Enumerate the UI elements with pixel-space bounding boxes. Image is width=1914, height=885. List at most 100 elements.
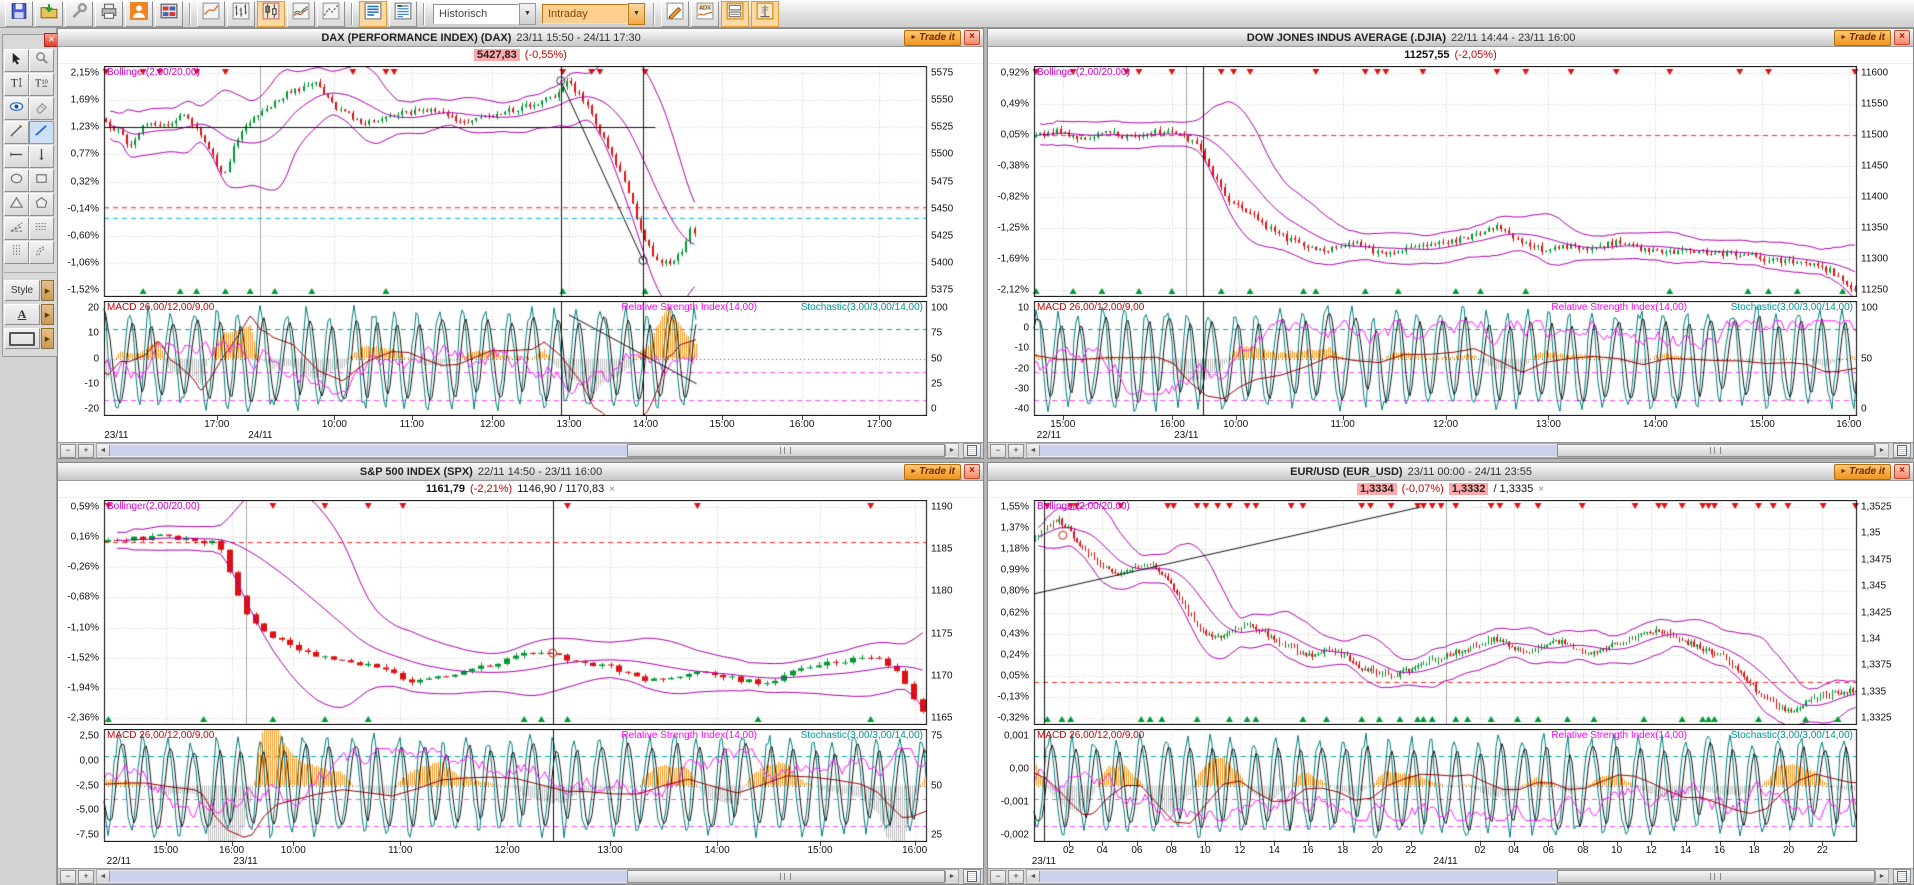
zoom-out-button[interactable]: − <box>60 869 76 884</box>
font-style-dropdown-arrow[interactable]: ▶ <box>41 304 54 325</box>
scroll-thumb[interactable] <box>626 870 945 883</box>
scroll-track[interactable] <box>1040 445 1557 456</box>
panel-titlebar[interactable]: DOW JONES INDUS AVERAGE (.DJIA) 22/11 14:… <box>988 29 1913 47</box>
panel-close-button[interactable]: × <box>1894 464 1910 479</box>
line-style-dropdown-arrow[interactable]: ▶ <box>41 328 54 349</box>
vertical-line-tool[interactable] <box>29 145 54 168</box>
polygon-tool[interactable] <box>29 193 54 216</box>
draw-pencil-button[interactable] <box>661 0 689 27</box>
style-dropdown-arrow[interactable]: ▶ <box>41 280 54 301</box>
show-hide-tool[interactable] <box>4 97 29 120</box>
quote-list-button[interactable] <box>359 0 387 27</box>
main-chart[interactable]: Bollinger(2,00/20,00) 2,15% 1,69% 1,23% 0,77… <box>58 66 983 297</box>
history-mode-dropdown[interactable]: Historisch ▼ <box>433 2 536 25</box>
zoom-tool[interactable] <box>29 49 54 72</box>
indicator-window-button[interactable] <box>721 0 749 27</box>
scroll-left-arrow-icon[interactable]: ◄ <box>97 871 110 882</box>
trade-it-button[interactable]: ► Trade it <box>904 29 961 46</box>
trade-it-button[interactable]: ► Trade it <box>904 463 961 480</box>
scroll-left-arrow-icon[interactable]: ◄ <box>1027 445 1040 456</box>
user-account-button[interactable] <box>125 0 153 27</box>
eraser-tool[interactable] <box>29 97 54 120</box>
panel-close-button[interactable]: × <box>964 30 980 45</box>
trade-it-button[interactable]: ► Trade it <box>1834 463 1891 480</box>
wrench-settings-button[interactable] <box>65 0 93 27</box>
zoom-out-button[interactable]: − <box>990 869 1006 884</box>
indicator-chart[interactable]: MACD 26,00/12,00/9,00 Stochastic(3,00/3,0… <box>988 729 1913 842</box>
print-button[interactable] <box>95 0 123 27</box>
triangle-tool[interactable] <box>4 193 29 216</box>
window-layout-button[interactable] <box>155 0 183 27</box>
panel-titlebar[interactable]: S&P 500 INDEX (SPX) 22/11 14:50 - 23/11 1… <box>58 463 983 481</box>
save-button[interactable] <box>5 0 33 27</box>
indicator-chart[interactable]: MACD 26,00/12,00/9,00 Stochastic(3,00/3,0… <box>58 729 983 842</box>
scroll-right-arrow-icon[interactable]: ► <box>945 871 958 882</box>
dotted-line-chart-button[interactable] <box>317 0 345 27</box>
scroll-thumb[interactable] <box>626 444 945 457</box>
main-chart[interactable]: Bollinger(2,00/20,00) 0,59% 0,16% -0,26% -0,… <box>58 500 983 725</box>
rectangle-tool[interactable] <box>29 169 54 192</box>
indicator-chart[interactable]: MACD 26,00/12,00/9,00 Stochastic(3,00/3,0… <box>988 301 1913 416</box>
chart-zone[interactable]: Bollinger(2,00/20,00) 2,15% 1,69% 1,23% 0,77… <box>58 64 983 416</box>
axis-settings-button[interactable] <box>751 0 779 27</box>
text-callout-tool[interactable]: T 10 <box>29 73 54 96</box>
scroll-right-arrow-icon[interactable]: ► <box>1875 445 1888 456</box>
zoom-in-button[interactable]: + <box>1008 443 1024 458</box>
trade-it-button[interactable]: ► Trade it <box>1834 29 1891 46</box>
data-table-button[interactable] <box>963 443 981 458</box>
scroll-left-arrow-icon[interactable]: ◄ <box>97 445 110 456</box>
line-chart-button[interactable] <box>197 0 225 27</box>
panel-close-button[interactable]: × <box>964 464 980 479</box>
cursor-tool[interactable] <box>4 49 29 72</box>
text-tool[interactable]: T <box>4 73 29 96</box>
horizontal-scrollbar[interactable]: ◄ ► <box>1026 443 1889 458</box>
adx-indicator-button[interactable]: ADX <box>691 0 719 27</box>
pencil-line-tool[interactable] <box>4 121 29 144</box>
chart-zone[interactable]: Bollinger(2,00/20,00) 1,55% 1,37% 1,18% 0,99… <box>988 498 1913 842</box>
indicator-chart[interactable]: MACD 26,00/12,00/9,00 Stochastic(3,00/3,0… <box>58 301 983 416</box>
data-table-button[interactable] <box>963 869 981 884</box>
candlestick-chart-button[interactable] <box>257 0 285 27</box>
chevron-down-icon[interactable]: ▼ <box>628 2 645 25</box>
ohlc-bar-chart-button[interactable] <box>227 0 255 27</box>
zoom-in-button[interactable]: + <box>1008 869 1024 884</box>
zoom-out-button[interactable]: − <box>990 443 1006 458</box>
chart-zone[interactable]: Bollinger(2,00/20,00) 0,59% 0,16% -0,26% -0,… <box>58 498 983 842</box>
scroll-track[interactable] <box>1040 871 1557 882</box>
quote-list-alt-button[interactable] <box>389 0 417 27</box>
scroll-track[interactable] <box>110 445 627 456</box>
panel-titlebar[interactable]: DAX (PERFORMANCE INDEX) (DAX) 23/11 15:50… <box>58 29 983 47</box>
panel-titlebar[interactable]: EUR/USD (EUR_USD) 23/11 00:00 - 24/11 23:… <box>988 463 1913 481</box>
main-chart[interactable]: Bollinger(2,00/20,00) 0,92% 0,49% 0,05% -0,3… <box>988 66 1913 297</box>
scroll-thumb[interactable] <box>1556 870 1875 883</box>
trendline-tool[interactable] <box>29 121 54 144</box>
chart-zone[interactable]: Bollinger(2,00/20,00) 0,92% 0,49% 0,05% -0,3… <box>988 64 1913 416</box>
scroll-track[interactable] <box>110 871 627 882</box>
data-table-button[interactable] <box>1893 443 1911 458</box>
zoom-out-button[interactable]: − <box>60 443 76 458</box>
scroll-left-arrow-icon[interactable]: ◄ <box>1027 871 1040 882</box>
scroll-thumb[interactable] <box>1556 444 1875 457</box>
period-dropdown[interactable]: Intraday ▼ <box>542 2 645 25</box>
close-quote-icon[interactable]: × <box>1538 483 1545 495</box>
panel-close-button[interactable]: × <box>1894 30 1910 45</box>
font-style-button[interactable]: A <box>4 304 40 325</box>
style-button[interactable]: Style <box>4 280 40 301</box>
arc-tool[interactable] <box>29 241 54 264</box>
main-chart[interactable]: Bollinger(2,00/20,00) 1,55% 1,37% 1,18% 0,99… <box>988 500 1913 725</box>
close-quote-icon[interactable]: × <box>609 483 616 495</box>
scroll-right-arrow-icon[interactable]: ► <box>945 445 958 456</box>
scroll-right-arrow-icon[interactable]: ► <box>1875 871 1888 882</box>
area-chart-button[interactable] <box>287 0 315 27</box>
vertical-dotted-tool[interactable] <box>4 241 29 264</box>
data-table-button[interactable] <box>1893 869 1911 884</box>
zoom-in-button[interactable]: + <box>78 869 94 884</box>
ellipse-tool[interactable] <box>4 169 29 192</box>
horizontal-scrollbar[interactable]: ◄ ► <box>96 869 959 884</box>
horizontal-scrollbar[interactable]: ◄ ► <box>1026 869 1889 884</box>
line-style-button[interactable] <box>4 328 40 349</box>
zoom-in-button[interactable]: + <box>78 443 94 458</box>
horizontal-line-tool[interactable] <box>4 145 29 168</box>
chevron-down-icon[interactable]: ▼ <box>519 2 536 25</box>
open-folder-button[interactable] <box>35 0 63 27</box>
